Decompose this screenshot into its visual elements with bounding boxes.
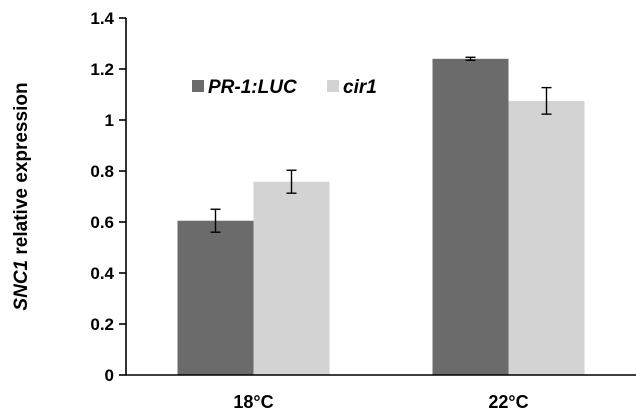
- legend-swatch: [327, 80, 339, 92]
- bars: [177, 58, 585, 376]
- y-tick-label: 0: [105, 366, 114, 385]
- legend-item: cir1: [327, 77, 377, 98]
- x-axis-labels: 18°C 22°C: [233, 392, 528, 412]
- legend-label: cir1: [343, 77, 377, 98]
- bar-pr-1-luc-1: [432, 58, 509, 376]
- y-tick-label: 1.2: [90, 60, 114, 79]
- y-tick-label: 0.4: [90, 264, 114, 283]
- y-axis-title-rest: relative expression: [11, 82, 32, 259]
- y-tick-label: 1.4: [90, 9, 114, 28]
- error-bar: [210, 208, 221, 233]
- error-bar: [286, 169, 297, 194]
- y-axis-title: SNC1 relative expression: [11, 82, 32, 310]
- y-axis-ticks: 0 0.2 0.4 0.6 0.8 1 1.2 1.4: [90, 9, 126, 385]
- y-tick-label: 1: [105, 111, 114, 130]
- legend-label: PR-1:LUC: [208, 77, 297, 98]
- error-bar: [541, 86, 552, 115]
- legend-swatch: [192, 80, 204, 92]
- error-bar: [465, 56, 476, 62]
- bar-cir1-0: [253, 181, 330, 375]
- error-bars: [210, 56, 552, 233]
- legend-item: PR-1:LUC: [192, 77, 297, 98]
- y-tick-label: 0.2: [90, 315, 114, 334]
- y-tick-label: 0.8: [90, 162, 114, 181]
- bar-pr-1-luc-0: [177, 220, 254, 375]
- y-axis-title-italic: SNC1: [11, 260, 32, 311]
- y-tick-label: 0.6: [90, 213, 114, 232]
- x-category-label: 18°C: [233, 392, 273, 412]
- x-category-label: 22°C: [488, 392, 528, 412]
- legend: PR-1:LUC cir1: [192, 77, 377, 98]
- bar-cir1-1: [508, 100, 585, 375]
